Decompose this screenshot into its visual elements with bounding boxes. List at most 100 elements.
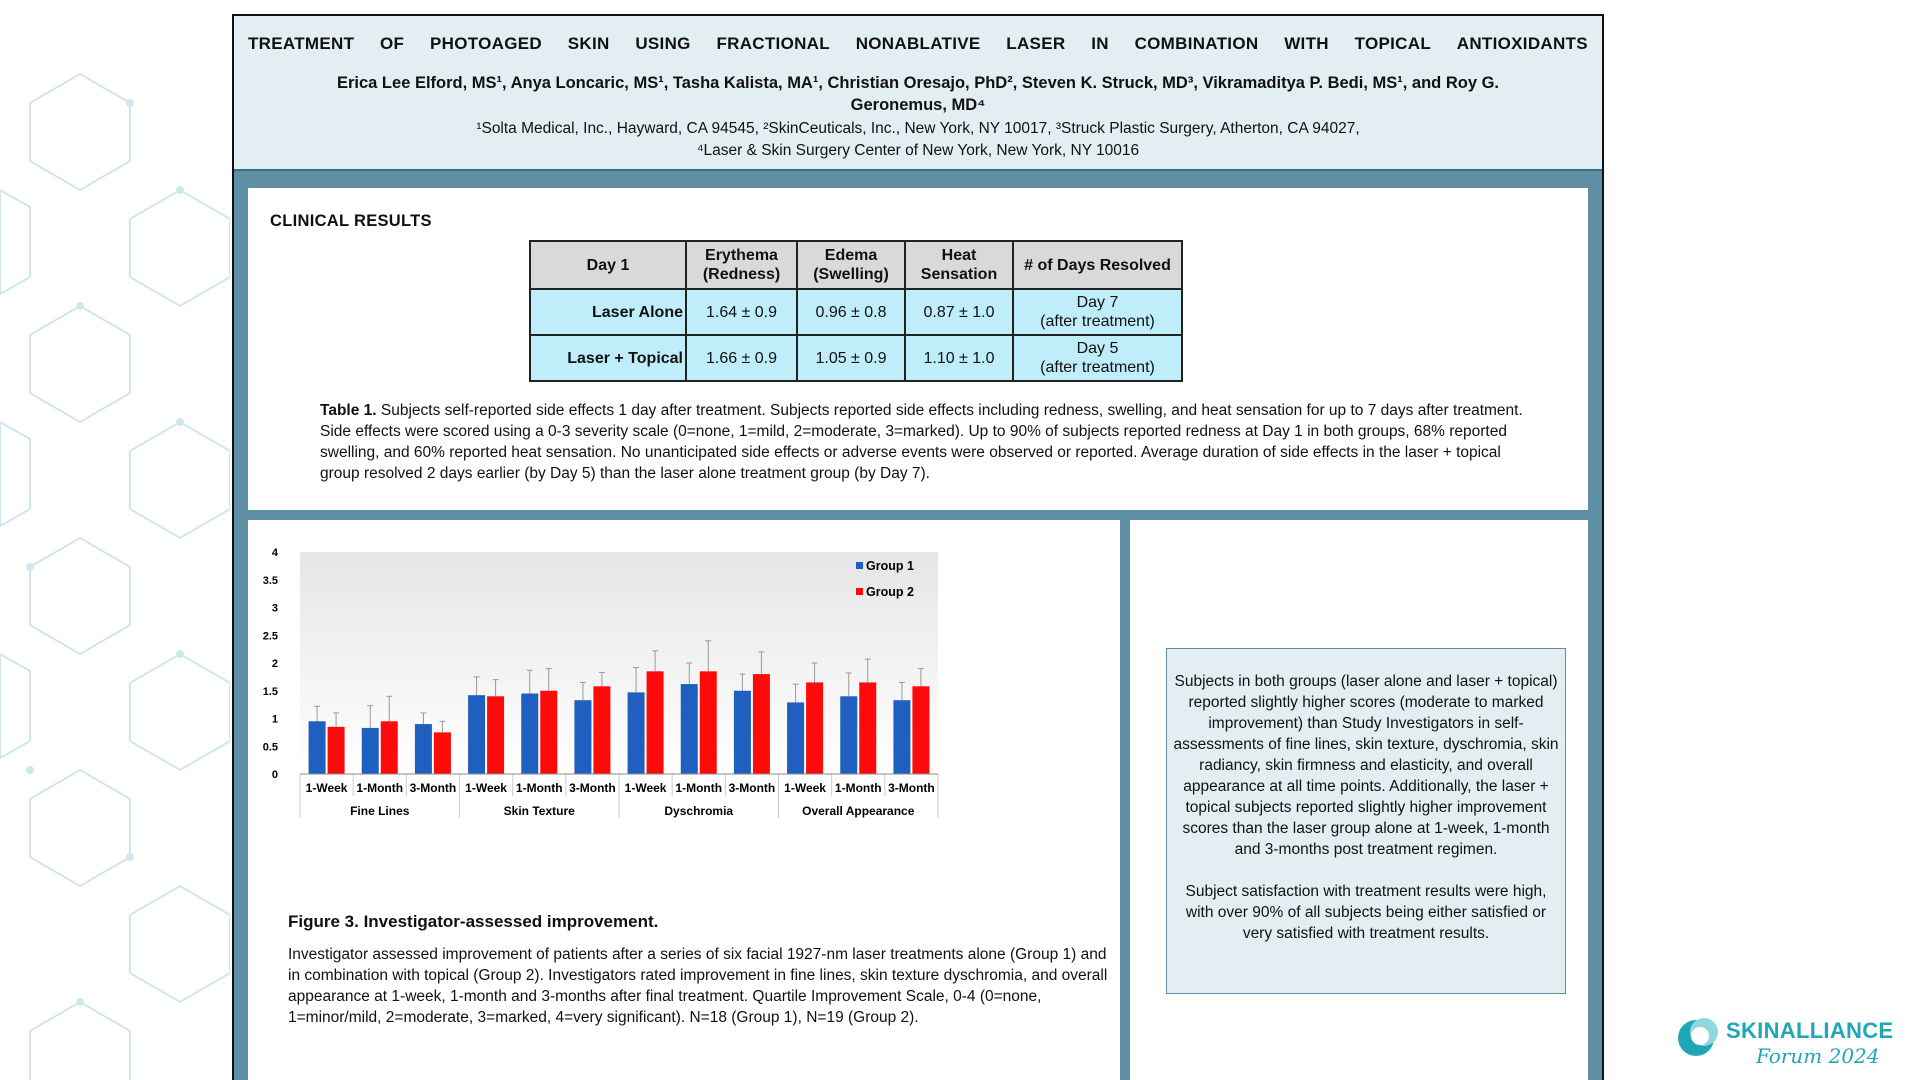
x-tick-label: 1-Week (306, 781, 348, 795)
section-title: CLINICAL RESULTS (270, 212, 432, 230)
table-cell: 1.64 ± 0.9 (685, 288, 798, 336)
title-word: TOPICAL (1354, 34, 1432, 53)
figure-title: Figure 3. Investigator-assessed improvem… (288, 912, 659, 931)
x-tick-label: 1-Month (835, 781, 882, 795)
table-cell: Day 7 (after treatment) (1012, 288, 1183, 336)
logo-name: SKINALLIANCE (1726, 1018, 1894, 1043)
y-tick-label: 1.5 (263, 686, 278, 698)
figure-panel: 0 0.5 1 1.5 2 2.5 3 3.5 4 1-Week 1-Month 3-Month 1-W… (248, 520, 1120, 1080)
bar-group-2 (380, 721, 398, 774)
group-label: Dyschromia (664, 804, 733, 818)
bar-group-2 (646, 671, 664, 774)
title-word: PHOTOAGED (430, 34, 542, 53)
bar-group-1 (574, 700, 592, 774)
bar-group-2 (593, 686, 611, 774)
title-word: IN (1091, 34, 1109, 53)
x-tick-label: 1-Week (625, 781, 667, 795)
table-header: Edema (Swelling) (796, 240, 906, 290)
group-label: Overall Appearance (802, 804, 915, 818)
x-tick-label: 1-Month (516, 781, 563, 795)
days-resolved: Day 7 (1076, 294, 1119, 311)
bar-group-2 (433, 732, 451, 774)
row-label: Laser Alone (529, 288, 687, 336)
poster: TREATMENT OF PHOTOAGED SKIN USING FRACTIONAL N… (232, 14, 1604, 1080)
x-tick-label: 1-Month (356, 781, 403, 795)
bar-group-2 (699, 671, 717, 774)
table-header: Erythema (Redness) (685, 240, 798, 290)
title-word: ANTIOXIDANTS (1456, 34, 1588, 53)
affiliations: ¹Solta Medical, Inc., Hayward, CA 94545,… (234, 118, 1602, 162)
x-tick-label: 3-Month (410, 781, 457, 795)
bar-group-1 (361, 727, 379, 774)
summary-panel: Subjects in both groups (laser alone and… (1130, 520, 1588, 1080)
legend-label: Group 1 (866, 559, 914, 573)
y-tick-label: 3.5 (263, 575, 278, 587)
title-word: TREATMENT (248, 34, 355, 53)
table-header: # of Days Resolved (1012, 240, 1183, 290)
days-resolved-note: (after treatment) (1040, 313, 1155, 330)
x-tick-label: 3-Month (888, 781, 935, 795)
summary-box: Subjects in both groups (laser alone and… (1166, 648, 1566, 994)
x-tick-label: 1-Week (784, 781, 826, 795)
affiliations-line-1: ¹Solta Medical, Inc., Hayward, CA 94545,… (476, 120, 1360, 137)
improvement-bar-chart: 0 0.5 1 1.5 2 2.5 3 3.5 4 1-Week 1-Month 3-Month 1-W… (263, 547, 939, 818)
poster-title: TREATMENT OF PHOTOAGED SKIN USING FRACTIONAL N… (248, 34, 1588, 54)
summary-paragraph: Subjects in both groups (laser alone and… (1173, 673, 1559, 858)
table-row: Laser + Topical 1.66 ± 0.9 1.05 ± 0.9 1.… (529, 334, 1183, 382)
bar-group-2 (859, 682, 877, 774)
x-tick-label: 3-Month (729, 781, 776, 795)
title-word: SKIN (567, 34, 610, 53)
days-resolved-note: (after treatment) (1040, 359, 1155, 376)
title-word: COMBINATION (1134, 34, 1259, 53)
bar-group-1 (521, 693, 539, 774)
days-resolved: Day 5 (1076, 340, 1119, 357)
group-label: Fine Lines (350, 804, 410, 818)
title-word: LASER (1006, 34, 1066, 53)
y-tick-label: 0 (272, 769, 278, 781)
table-caption: Table 1. Subjects self-reported side eff… (320, 400, 1540, 484)
table-cell: 1.66 ± 0.9 (685, 334, 798, 382)
table-header: Day 1 (529, 240, 687, 290)
figure-description: Investigator assessed improvement of pat… (288, 946, 1108, 1026)
caption-label: Table 1. (320, 402, 377, 419)
bar-group-1 (893, 700, 911, 774)
y-tick-label: 4 (272, 547, 279, 559)
logo-subtitle: Forum 2024 (1756, 1044, 1880, 1068)
affiliations-line-2: ⁴Laser & Skin Surgery Center of New York… (696, 142, 1140, 159)
title-word: OF (380, 34, 405, 53)
title-word: USING (635, 34, 691, 53)
x-tick-label: 3-Month (569, 781, 616, 795)
bar-group-1 (308, 721, 326, 774)
y-tick-label: 2 (272, 658, 278, 670)
poster-header: TREATMENT OF PHOTOAGED SKIN USING FRACTIONAL N… (234, 16, 1602, 171)
title-word: WITH (1284, 34, 1329, 53)
table-cell: Day 5 (after treatment) (1012, 334, 1183, 382)
hexagon-background-decoration (0, 72, 230, 1080)
title-word: FRACTIONAL (716, 34, 830, 53)
caption-text: Subjects self-reported side effects 1 da… (320, 402, 1523, 482)
legend-swatch (856, 588, 863, 595)
bar-group-1 (414, 724, 432, 774)
plot-area (300, 552, 938, 774)
y-tick-label: 3 (272, 603, 278, 615)
row-label: Laser + Topical (529, 334, 687, 382)
side-effects-table: Day 1 Erythema (Redness) Edema (Swelling… (529, 240, 1183, 382)
legend-label: Group 2 (866, 585, 914, 599)
bar-group-2 (327, 726, 345, 774)
bar-group-2 (487, 696, 505, 774)
table-cell: 0.96 ± 0.8 (796, 288, 906, 336)
skinalliance-logo: SKINALLIANCE Forum 2024 (1670, 1012, 1910, 1072)
author-list: Erica Lee Elford, MS¹, Anya Loncaric, MS… (336, 74, 1499, 114)
bar-group-2 (752, 674, 770, 774)
x-tick-label: 1-Month (675, 781, 722, 795)
bar-group-2 (540, 690, 558, 774)
bar-group-1 (627, 692, 645, 774)
logo-icon (1678, 1018, 1718, 1056)
table-row: Laser Alone 1.64 ± 0.9 0.96 ± 0.8 0.87 ±… (529, 288, 1183, 336)
x-tick-label: 1-Week (465, 781, 507, 795)
bar-group-1 (733, 690, 751, 774)
table-header: Heat Sensation (904, 240, 1014, 290)
table-cell: 1.10 ± 1.0 (904, 334, 1014, 382)
summary-paragraph: Subject satisfaction with treatment resu… (1185, 883, 1547, 942)
legend-swatch (856, 562, 863, 569)
